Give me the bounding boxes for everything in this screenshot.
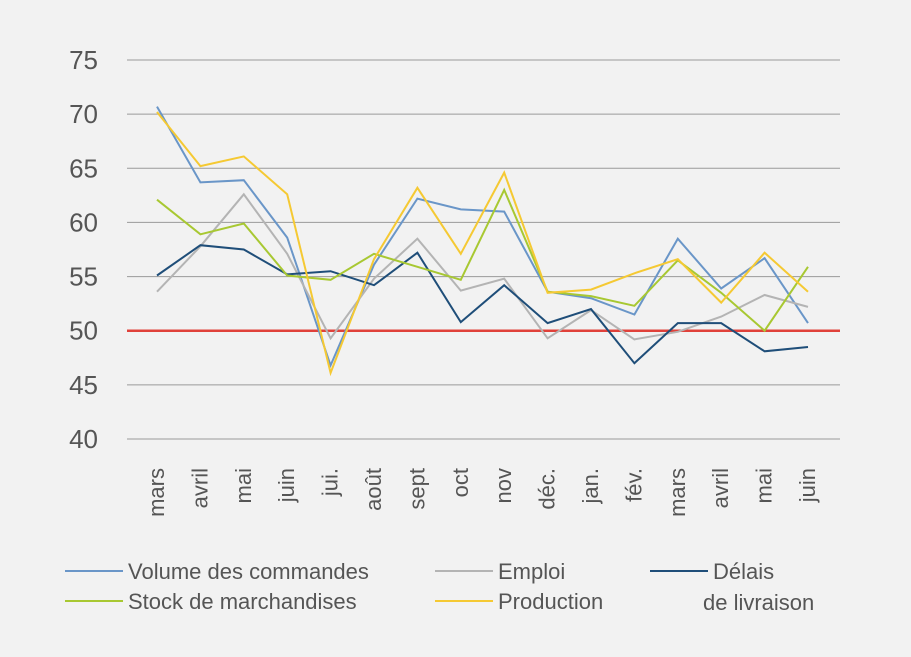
x-tick-label: avril [708,468,733,508]
x-tick-label: mai [231,468,256,503]
series-line-emploi [156,192,809,341]
x-tick-label: jui. [318,468,343,497]
legend-item: Volume des commandes [65,559,369,584]
legend-item: Délais de livraison [650,559,814,615]
series-lines [156,106,809,377]
legend-item: Stock de marchandises [65,589,357,614]
x-tick-label: nov [491,468,516,503]
x-tick-label: juin [274,468,299,503]
series-line-d-lais-de-livraison [156,244,809,365]
legend-item: Production [435,589,603,614]
x-tick-label: mars [144,468,169,517]
series-line-volume-des-commandes [156,106,809,369]
legend-label: Stock de marchandises [128,589,357,614]
legend-label: Volume des commandes [128,559,369,584]
x-axis-tick-labels: mars avril mai juin jui. août sept oct nov déc. ja… [144,468,820,517]
y-tick-label: 55 [69,262,98,292]
legend: Volume des commandes Emploi Délais de livra… [65,559,814,615]
legend-label: Délais [713,559,774,584]
y-tick-label: 70 [69,99,98,129]
legend-label: de livraison [703,590,814,615]
x-tick-label: jan. [578,468,603,504]
x-tick-label: oct [448,468,473,497]
legend-label: Emploi [498,559,565,584]
y-tick-label: 60 [69,207,98,237]
legend-label: Production [498,589,603,614]
x-tick-label: août [361,468,386,511]
series-line-production [156,111,809,377]
y-tick-label: 65 [69,153,98,183]
y-tick-label: 45 [69,370,98,400]
x-tick-label: avril [187,468,212,508]
y-axis-tick-labels: 40 45 50 55 60 65 70 75 [69,45,98,454]
x-tick-label: fév. [621,468,646,502]
x-tick-label: juin [795,468,820,503]
y-tick-label: 40 [69,424,98,454]
x-tick-label: mars [665,468,690,517]
x-tick-label: déc. [535,468,560,510]
legend-item: Emploi [435,559,565,584]
y-tick-label: 50 [69,316,98,346]
series-line-stock-de-marchandises [156,187,809,333]
y-tick-label: 75 [69,45,98,75]
x-tick-label: mai [752,468,777,503]
x-tick-label: sept [404,468,429,510]
